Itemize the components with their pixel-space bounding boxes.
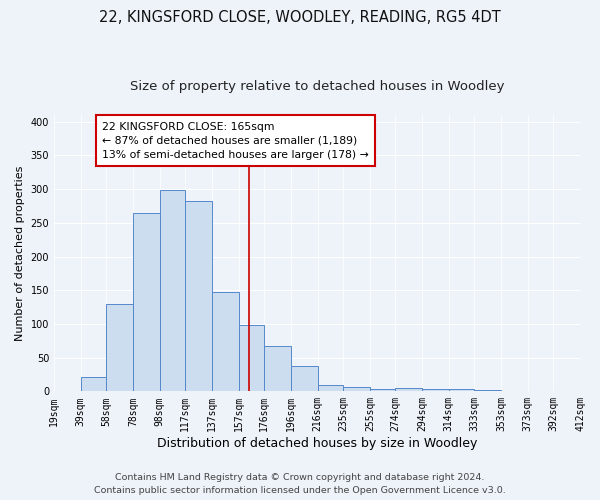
Bar xyxy=(264,346,291,392)
Title: Size of property relative to detached houses in Woodley: Size of property relative to detached ho… xyxy=(130,80,504,93)
X-axis label: Distribution of detached houses by size in Woodley: Distribution of detached houses by size … xyxy=(157,437,477,450)
Bar xyxy=(291,366,317,392)
Bar xyxy=(160,190,185,392)
Bar xyxy=(106,304,133,392)
Bar xyxy=(501,390,528,392)
Text: 22, KINGSFORD CLOSE, WOODLEY, READING, RG5 4DT: 22, KINGSFORD CLOSE, WOODLEY, READING, R… xyxy=(99,10,501,25)
Bar xyxy=(422,388,449,392)
Text: 22 KINGSFORD CLOSE: 165sqm
← 87% of detached houses are smaller (1,189)
13% of s: 22 KINGSFORD CLOSE: 165sqm ← 87% of deta… xyxy=(102,122,369,160)
Bar xyxy=(239,326,264,392)
Bar xyxy=(395,388,422,392)
Bar xyxy=(81,377,106,392)
Bar xyxy=(370,390,395,392)
Bar xyxy=(449,390,474,392)
Bar xyxy=(185,200,212,392)
Text: Contains HM Land Registry data © Crown copyright and database right 2024.
Contai: Contains HM Land Registry data © Crown c… xyxy=(94,474,506,495)
Bar xyxy=(212,292,239,392)
Bar xyxy=(343,388,370,392)
Y-axis label: Number of detached properties: Number of detached properties xyxy=(15,166,25,341)
Bar xyxy=(474,390,501,392)
Bar xyxy=(553,390,580,392)
Bar xyxy=(133,212,160,392)
Bar xyxy=(317,384,343,392)
